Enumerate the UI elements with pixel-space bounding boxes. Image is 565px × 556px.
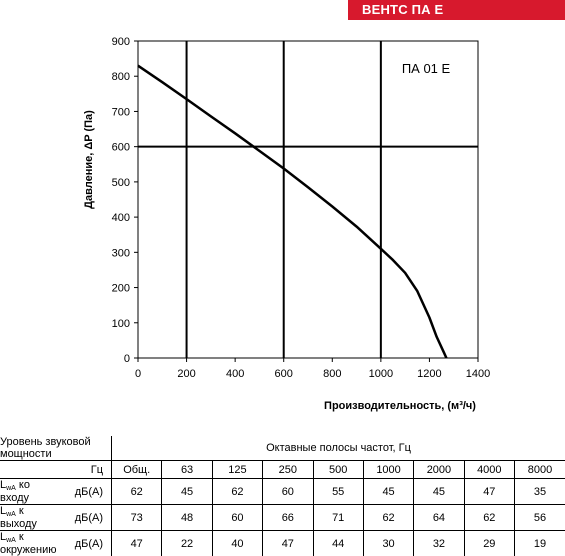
table-cell: 30 (363, 531, 413, 556)
y-tick-label: 0 (124, 353, 130, 365)
y-tick-label: 600 (112, 142, 130, 154)
noise-table-blank-cell (0, 461, 56, 479)
table-cell: 22 (162, 531, 212, 556)
x-tick-label: 400 (226, 368, 244, 380)
x-tick-label: 200 (177, 368, 195, 380)
noise-table-header-row: Уровень звуковой мощности Октавные полос… (0, 436, 565, 461)
x-tick-label: 1200 (417, 368, 441, 380)
brand-banner: ВЕНТС ПА Е (348, 0, 565, 20)
table-cell: 44 (313, 531, 363, 556)
y-tick-label: 800 (112, 71, 130, 83)
table-cell: 62 (112, 479, 162, 505)
x-tick-label: 1400 (466, 368, 490, 380)
table-cell: 60 (263, 479, 313, 505)
row-unit: дБ(A) (56, 531, 112, 556)
x-tick-label: 0 (135, 368, 141, 380)
y-tick-label: 300 (112, 247, 130, 259)
table-cell: 40 (212, 531, 262, 556)
band-column-header: 63 (162, 461, 212, 479)
table-cell: 55 (313, 479, 363, 505)
band-column-header: 1000 (363, 461, 413, 479)
y-tick-label: 500 (112, 177, 130, 189)
table-cell: 47 (464, 479, 514, 505)
band-column-header: 250 (263, 461, 313, 479)
model-label: ПА 01 Е (402, 61, 451, 76)
noise-table-bands-title: Октавные полосы частот, Гц (112, 436, 565, 461)
x-axis-label: Производительность, (м³/ч) (324, 400, 476, 412)
y-tick-label: 200 (112, 283, 130, 295)
band-column-header: 2000 (414, 461, 464, 479)
row-label: LwA к окружению (0, 531, 56, 556)
y-tick-label: 400 (112, 212, 130, 224)
band-column-header: Общ. (112, 461, 162, 479)
fan-curve-chart: 0 200 400 600 800 1000 1200 1400 0 100 200 300 400 50… (0, 20, 565, 430)
table-cell: 29 (464, 531, 514, 556)
fan-curve-line (138, 66, 446, 358)
y-tick-label: 700 (112, 106, 130, 118)
x-tick-label: 1000 (369, 368, 393, 380)
table-cell: 45 (363, 479, 413, 505)
table-cell: 19 (515, 531, 565, 556)
y-axis-label: Давление, ΔP (Па) (83, 110, 95, 209)
table-cell: 45 (414, 479, 464, 505)
row-label: LwA ко входу (0, 479, 56, 505)
band-column-header: 500 (313, 461, 363, 479)
table-cell: 47 (112, 531, 162, 556)
noise-table-title: Уровень звуковой мощности (0, 436, 112, 461)
band-column-header: 4000 (464, 461, 514, 479)
band-column-header: 8000 (515, 461, 565, 479)
table-cell: 62 (212, 479, 262, 505)
row-unit: дБ(A) (56, 479, 112, 505)
y-tick-label: 100 (112, 318, 130, 330)
x-tick-label: 600 (275, 368, 293, 380)
x-tick-label: 800 (323, 368, 341, 380)
band-column-header: 125 (212, 461, 262, 479)
table-cell: 35 (515, 479, 565, 505)
table-cell: 32 (414, 531, 464, 556)
noise-table: Уровень звуковой мощности Октавные полос… (0, 436, 565, 556)
noise-table-unit-label: Гц (56, 461, 112, 479)
table-cell: 45 (162, 479, 212, 505)
table-cell: 47 (263, 531, 313, 556)
y-tick-label: 900 (112, 36, 130, 48)
